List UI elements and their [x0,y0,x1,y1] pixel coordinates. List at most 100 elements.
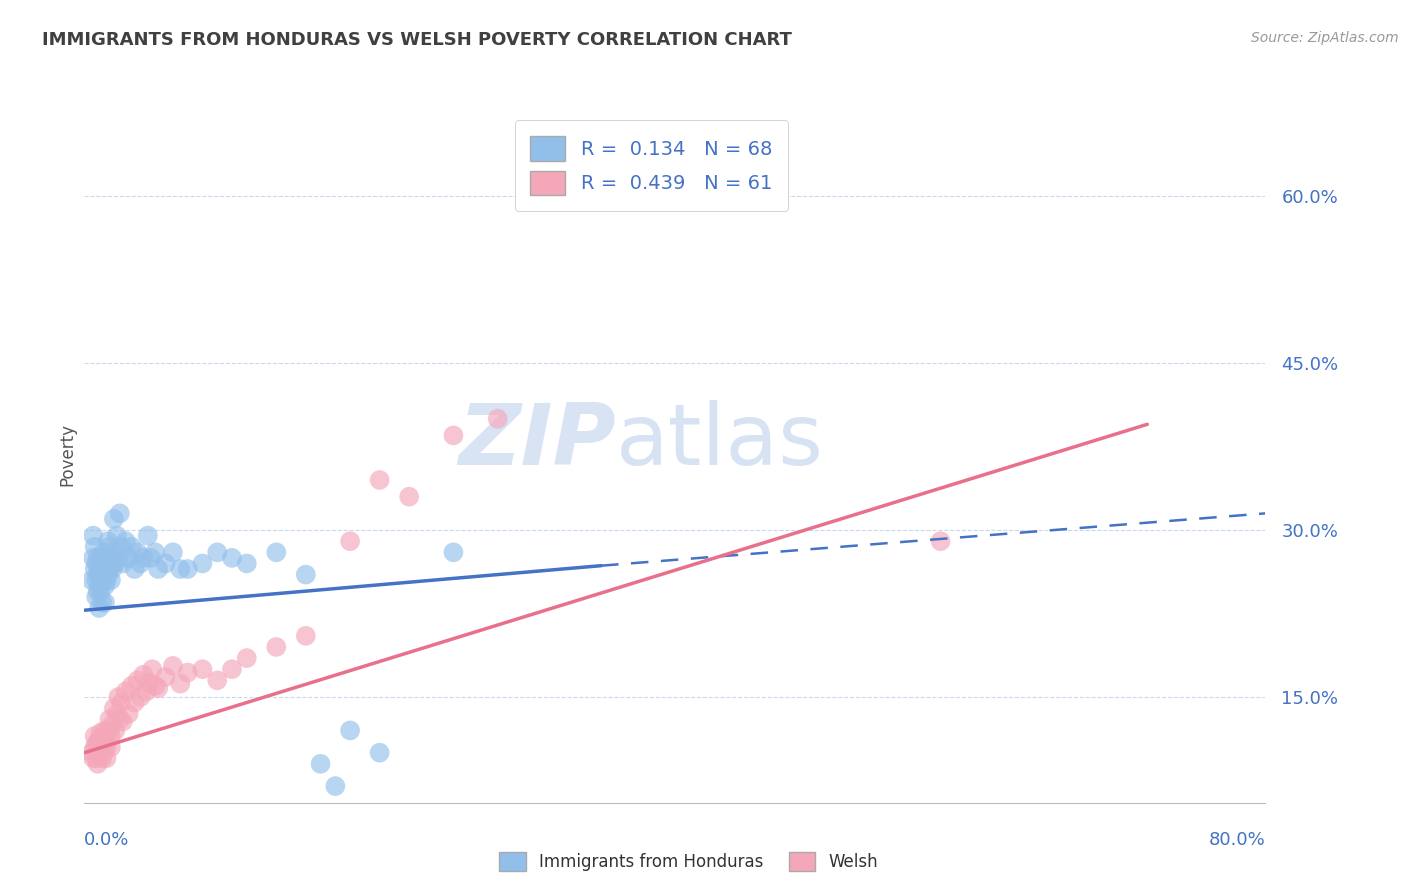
Point [103,545,125,559]
Point [114,534,136,549]
Point [91,573,114,587]
Point [108,712,131,726]
Point [143,679,166,693]
Point [124,562,146,576]
Point [98,540,121,554]
Point [80,573,103,587]
Point [97,550,120,565]
Point [97,567,120,582]
Point [82,528,104,542]
Point [339,723,361,738]
Point [139,550,162,565]
Point [368,473,391,487]
Point [90,740,112,755]
Point [155,557,177,571]
Point [82,550,104,565]
Point [264,640,288,654]
Point [97,723,120,738]
Point [129,557,152,571]
Point [323,779,347,793]
Point [84,573,107,587]
Text: 0.0%: 0.0% [84,830,129,848]
Point [104,723,127,738]
Point [132,550,155,565]
Point [205,545,228,559]
Point [143,545,166,559]
Point [309,756,332,771]
Point [441,545,464,559]
Point [221,550,243,565]
Point [368,746,391,760]
Point [103,701,125,715]
Text: atlas: atlas [616,400,824,483]
Point [87,562,111,576]
Point [162,658,184,673]
Point [84,590,107,604]
Point [80,746,103,760]
Point [97,534,120,549]
Point [221,662,243,676]
Point [87,579,111,593]
Point [929,534,952,549]
Point [162,545,184,559]
Point [264,545,288,559]
Point [91,751,114,765]
Point [98,562,121,576]
Point [100,729,122,743]
Point [441,428,464,442]
Point [135,684,157,698]
Point [121,679,143,693]
Point [91,595,114,609]
Point [101,718,124,732]
Point [93,562,115,576]
Point [398,490,420,504]
Point [121,540,143,554]
Point [191,662,214,676]
Point [94,595,117,609]
Point [100,550,122,565]
Point [96,557,118,571]
Point [84,557,107,571]
Point [93,746,115,760]
Point [132,667,155,681]
Point [93,729,115,743]
Point [118,550,141,565]
Point [96,573,118,587]
Point [86,746,108,760]
Point [98,712,121,726]
Text: 80.0%: 80.0% [1209,830,1265,848]
Point [127,673,149,688]
Point [138,675,160,690]
Point [86,550,108,565]
Point [87,747,111,762]
Point [114,684,136,698]
Point [93,545,115,559]
Point [105,528,128,542]
Point [100,573,122,587]
Point [87,732,111,747]
Point [111,714,134,729]
Point [86,756,108,771]
Point [235,651,259,665]
Point [205,673,228,688]
Point [83,540,105,554]
Point [94,579,117,593]
Point [105,706,128,721]
Text: IMMIGRANTS FROM HONDURAS VS WELSH POVERTY CORRELATION CHART: IMMIGRANTS FROM HONDURAS VS WELSH POVERT… [42,31,792,49]
Point [295,629,318,643]
Point [96,751,118,765]
Point [101,562,124,576]
Point [104,557,127,571]
Text: Source: ZipAtlas.com: Source: ZipAtlas.com [1251,31,1399,45]
Legend: Immigrants from Honduras, Welsh: Immigrants from Honduras, Welsh [491,843,887,880]
Point [169,676,191,690]
Y-axis label: Poverty: Poverty [58,424,76,486]
Point [124,696,146,710]
Point [83,562,105,576]
Point [91,557,114,571]
Point [107,690,129,704]
Point [136,528,159,542]
Point [111,557,134,571]
Point [191,557,214,571]
Point [155,670,177,684]
